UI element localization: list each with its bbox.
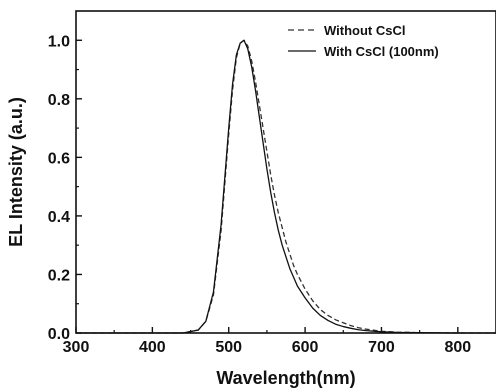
y-tick-label: 1.0 [48, 33, 70, 50]
y-tick-label: 0.0 [48, 326, 70, 343]
legend-label-with-cscl: With CsCl (100nm) [324, 44, 439, 59]
plot-frame [76, 11, 496, 333]
x-tick-label: 500 [215, 339, 242, 356]
x-tick-label: 700 [368, 339, 395, 356]
x-tick-label: 600 [292, 339, 319, 356]
y-tick-label: 0.2 [48, 267, 70, 284]
legend-label-without-cscl: Without CsCl [324, 23, 405, 38]
series-line-without-cscl [76, 40, 496, 333]
tick-group [76, 40, 458, 333]
series-line-with-cscl [76, 40, 496, 333]
y-axis-title: EL Intensity (a.u.) [6, 97, 26, 247]
y-tick-label: 0.4 [48, 209, 70, 226]
x-tick-label: 400 [139, 339, 166, 356]
x-tick-label: 800 [444, 339, 471, 356]
series-group [76, 40, 496, 333]
y-tick-label: 0.6 [48, 150, 70, 167]
legend: Without CsCl With CsCl (100nm) [288, 23, 439, 59]
y-tick-label: 0.8 [48, 92, 70, 109]
x-axis-title: Wavelength(nm) [216, 368, 355, 388]
